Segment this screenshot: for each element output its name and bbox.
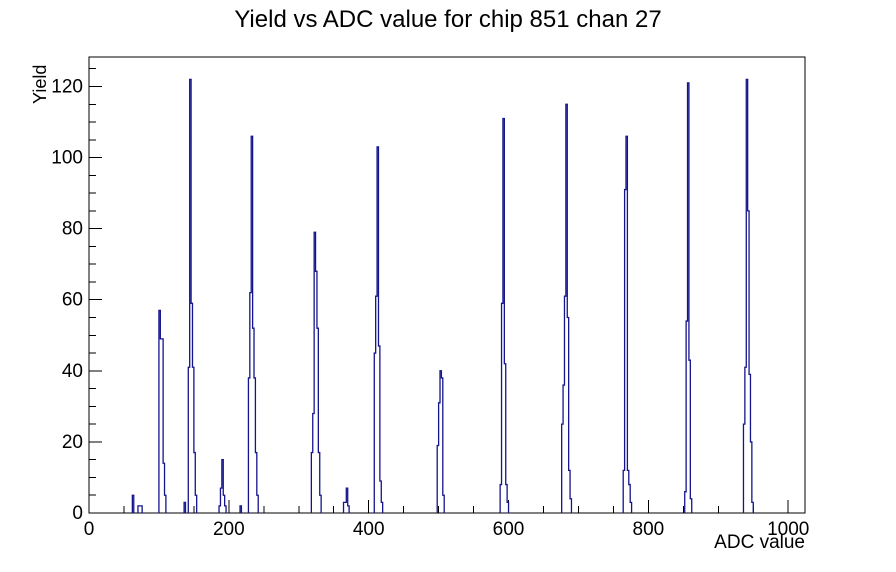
y-tick-label: 60 bbox=[62, 290, 83, 311]
x-tick-label: 0 bbox=[84, 519, 95, 540]
x-tick-label: 1000 bbox=[767, 519, 809, 540]
x-axis-title: ADC value bbox=[714, 532, 805, 553]
y-tick-label: 100 bbox=[51, 148, 83, 169]
y-tick-label: 0 bbox=[72, 503, 83, 524]
plot-frame bbox=[88, 56, 806, 514]
x-tick-label: 200 bbox=[213, 519, 245, 540]
x-tick-label: 400 bbox=[353, 519, 385, 540]
x-tick-label: 600 bbox=[493, 519, 525, 540]
y-tick-label: 120 bbox=[51, 76, 83, 97]
chart-title: Yield vs ADC value for chip 851 chan 27 bbox=[234, 6, 662, 33]
y-tick-label: 20 bbox=[62, 432, 83, 453]
x-tick-label: 800 bbox=[633, 519, 665, 540]
y-tick-label: 80 bbox=[62, 219, 83, 240]
histogram-series bbox=[131, 78, 754, 513]
y-tick-label: 40 bbox=[62, 361, 83, 382]
